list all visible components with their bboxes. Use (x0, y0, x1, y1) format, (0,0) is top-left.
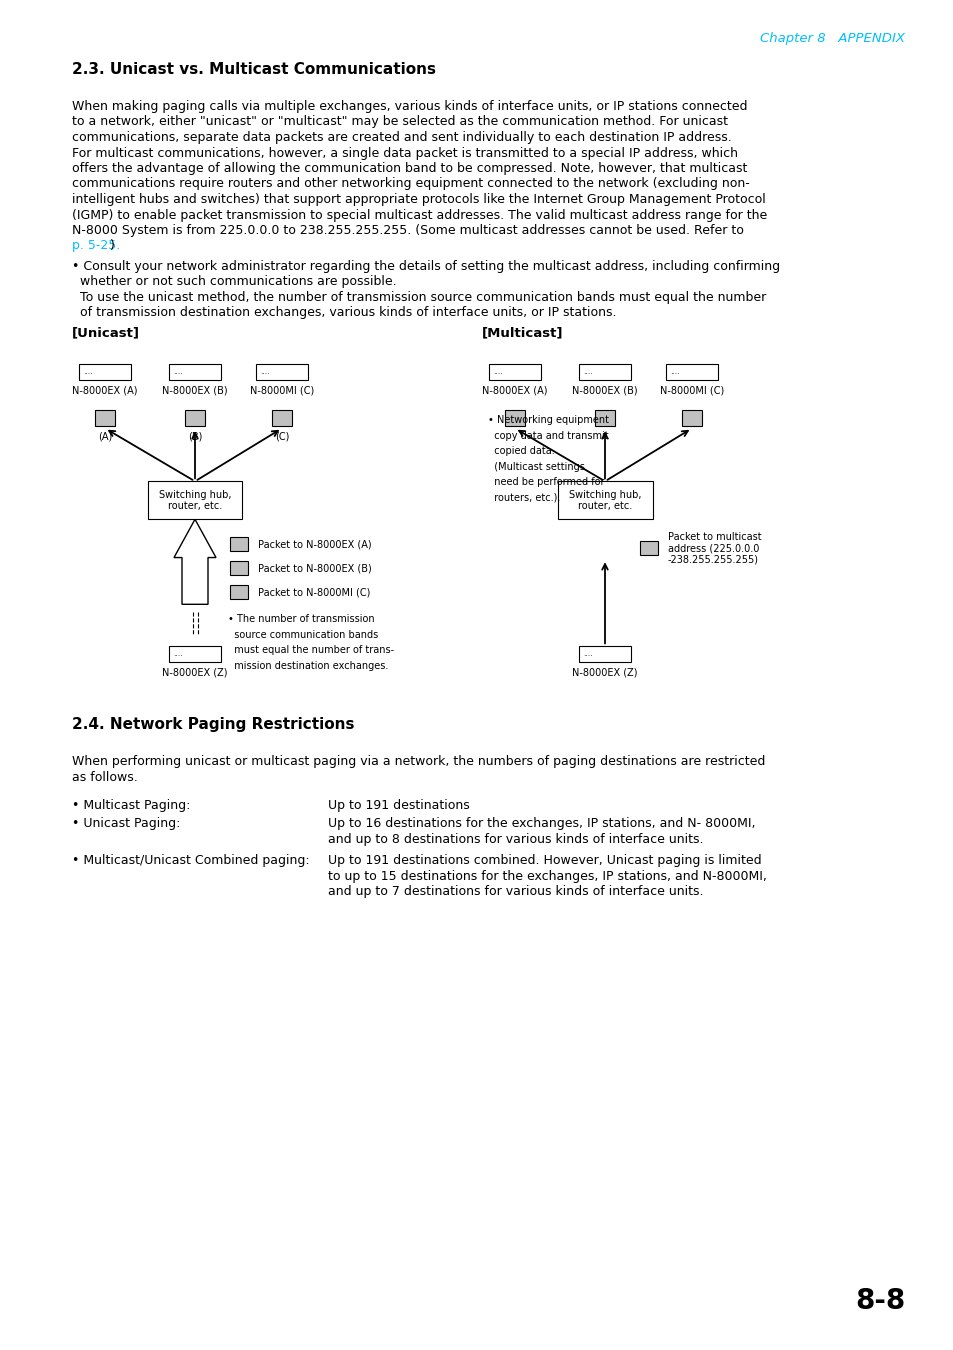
Text: N-8000EX (A): N-8000EX (A) (72, 385, 137, 396)
Text: ....: .... (582, 367, 592, 377)
Bar (230, 586, 248, 599)
Text: and up to 7 destinations for various kinds of interface units.: and up to 7 destinations for various kin… (328, 886, 702, 899)
Text: When performing unicast or multicast paging via a network, the numbers of paging: When performing unicast or multicast pag… (71, 755, 764, 768)
Bar (169, 364, 221, 381)
Text: N-8000EX (A): N-8000EX (A) (482, 385, 547, 396)
Bar (95, 410, 115, 427)
Text: 2.3. Unicast vs. Multicast Communications: 2.3. Unicast vs. Multicast Communication… (71, 62, 436, 77)
Text: Chapter 8   APPENDIX: Chapter 8 APPENDIX (760, 32, 904, 45)
Text: Packet to N-8000EX (B): Packet to N-8000EX (B) (257, 563, 372, 574)
Text: For multicast communications, however, a single data packet is transmitted to a : For multicast communications, however, a… (71, 147, 738, 159)
Text: (C): (C) (274, 431, 289, 441)
Text: communications, separate data packets are created and sent individually to each : communications, separate data packets ar… (71, 131, 731, 144)
Bar (504, 410, 524, 427)
Text: N-8000EX (Z): N-8000EX (Z) (162, 667, 228, 678)
Text: communications require routers and other networking equipment connected to the n: communications require routers and other… (71, 177, 749, 190)
Text: ....: .... (493, 367, 502, 377)
Text: ....: .... (582, 649, 592, 659)
Text: ....: .... (172, 367, 182, 377)
Text: Up to 191 destinations: Up to 191 destinations (328, 799, 469, 811)
Text: [Unicast]: [Unicast] (71, 327, 140, 339)
Text: Switching hub,
router, etc.: Switching hub, router, etc. (158, 490, 231, 512)
Text: • Networking equipment: • Networking equipment (488, 416, 608, 425)
Bar (578, 647, 630, 663)
Text: N-8000MI (C): N-8000MI (C) (250, 385, 314, 396)
Text: N-8000 System is from 225.0.0.0 to 238.255.255.255. (Some multicast addresses ca: N-8000 System is from 225.0.0.0 to 238.2… (71, 224, 743, 238)
Text: copied data.: copied data. (488, 447, 554, 456)
Text: to a network, either "unicast" or "multicast" may be selected as the communicati: to a network, either "unicast" or "multi… (71, 116, 727, 128)
Text: 8-8: 8-8 (854, 1287, 904, 1315)
Text: need be performed for: need be performed for (488, 478, 604, 487)
Bar (79, 364, 131, 381)
Text: ....: .... (83, 367, 92, 377)
Bar (272, 410, 292, 427)
Text: to up to 15 destinations for the exchanges, IP stations, and N-8000MI,: to up to 15 destinations for the exchang… (328, 869, 766, 883)
Text: Packet to N-8000EX (A): Packet to N-8000EX (A) (257, 539, 372, 549)
Text: To use the unicast method, the number of transmission source communication bands: To use the unicast method, the number of… (71, 290, 765, 304)
Bar (255, 364, 308, 381)
Text: • Multicast Paging:: • Multicast Paging: (71, 799, 191, 811)
Bar (185, 410, 205, 427)
Text: N-8000EX (B): N-8000EX (B) (162, 385, 228, 396)
Bar (169, 647, 221, 663)
Text: offers the advantage of allowing the communication band to be compressed. Note, : offers the advantage of allowing the com… (71, 162, 746, 176)
Text: routers, etc.).: routers, etc.). (488, 493, 559, 502)
Bar (578, 364, 630, 381)
Text: and up to 8 destinations for various kinds of interface units.: and up to 8 destinations for various kin… (328, 833, 702, 846)
Text: (IGMP) to enable packet transmission to special multicast addresses. The valid m: (IGMP) to enable packet transmission to … (71, 208, 766, 221)
Text: (A): (A) (98, 431, 112, 441)
Text: ....: .... (172, 649, 182, 659)
Text: Up to 191 destinations combined. However, Unicast paging is limited: Up to 191 destinations combined. However… (328, 855, 760, 868)
Bar (230, 537, 248, 551)
Text: 2.4. Network Paging Restrictions: 2.4. Network Paging Restrictions (71, 717, 355, 732)
Bar (681, 410, 701, 427)
Text: ....: .... (669, 367, 679, 377)
Text: Packet to multicast
address (225.0.0.0
-238.255.255.255): Packet to multicast address (225.0.0.0 -… (667, 532, 760, 564)
Text: N-8000EX (Z): N-8000EX (Z) (572, 667, 638, 678)
Text: [Multicast]: [Multicast] (481, 327, 563, 339)
Bar (595, 410, 615, 427)
Text: ): ) (110, 239, 114, 252)
Text: Up to 16 destinations for the exchanges, IP stations, and N- 8000MI,: Up to 16 destinations for the exchanges,… (328, 817, 755, 830)
Text: of transmission destination exchanges, various kinds of interface units, or IP s: of transmission destination exchanges, v… (71, 306, 616, 319)
Text: (B): (B) (188, 431, 202, 441)
Text: • Consult your network administrator regarding the details of setting the multic: • Consult your network administrator reg… (71, 259, 780, 273)
Text: N-8000EX (B): N-8000EX (B) (572, 385, 638, 396)
Text: source communication bands: source communication bands (228, 630, 377, 640)
Text: as follows.: as follows. (71, 771, 137, 784)
Bar (557, 482, 652, 520)
Text: N-8000MI (C): N-8000MI (C) (659, 385, 723, 396)
Text: • The number of transmission: • The number of transmission (228, 614, 375, 624)
Text: must equal the number of trans-: must equal the number of trans- (228, 645, 394, 655)
Text: Switching hub,
router, etc.: Switching hub, router, etc. (568, 490, 640, 512)
Text: (Multicast settings: (Multicast settings (488, 462, 584, 471)
Text: mission destination exchanges.: mission destination exchanges. (228, 660, 388, 671)
Polygon shape (173, 520, 215, 605)
Text: When making paging calls via multiple exchanges, various kinds of interface unit: When making paging calls via multiple ex… (71, 100, 747, 113)
Text: • Unicast Paging:: • Unicast Paging: (71, 817, 180, 830)
Text: Packet to N-8000MI (C): Packet to N-8000MI (C) (257, 587, 370, 597)
Text: copy data and transmit: copy data and transmit (488, 431, 608, 441)
Text: • Multicast/Unicast Combined paging:: • Multicast/Unicast Combined paging: (71, 855, 310, 868)
Text: ....: .... (260, 367, 269, 377)
Text: p. 5-25.: p. 5-25. (71, 239, 120, 252)
Text: intelligent hubs and switches) that support appropriate protocols like the Inter: intelligent hubs and switches) that supp… (71, 193, 765, 207)
Bar (639, 541, 658, 555)
Bar (489, 364, 540, 381)
Bar (230, 562, 248, 575)
Text: whether or not such communications are possible.: whether or not such communications are p… (71, 275, 396, 288)
Bar (665, 364, 718, 381)
Bar (148, 482, 242, 520)
